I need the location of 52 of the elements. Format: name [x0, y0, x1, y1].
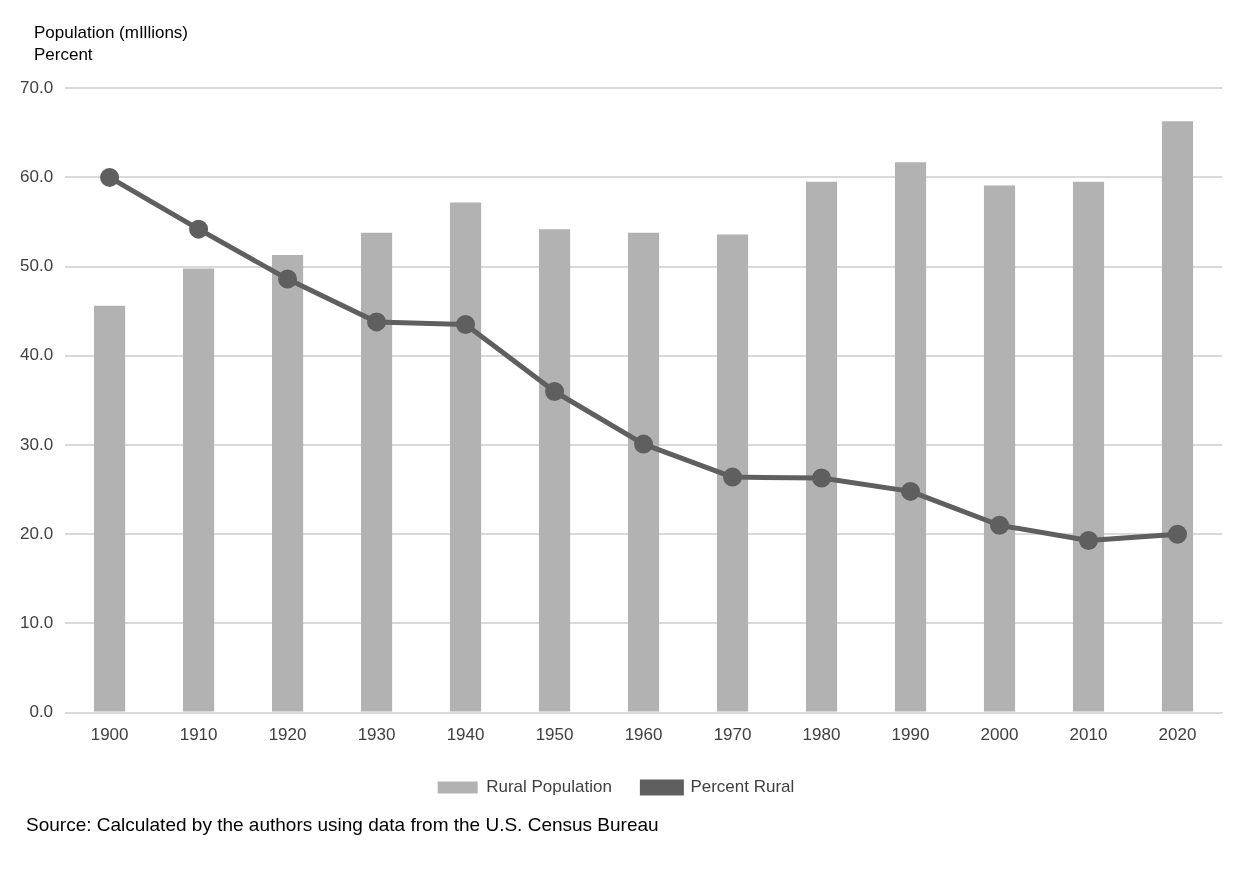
bar — [1072, 181, 1105, 712]
point — [901, 481, 921, 501]
x-tick-label: 2000 — [980, 725, 1019, 745]
y-tick-label: 70.0 — [19, 77, 54, 97]
y-axis-title: Population (mIllions) — [34, 22, 189, 44]
bar — [894, 162, 927, 712]
x-tick-label: 1960 — [624, 725, 663, 745]
x-tick-label: 1980 — [802, 725, 841, 745]
y-tick-label: 60.0 — [19, 167, 54, 187]
x-tick-label: 1910 — [179, 725, 218, 745]
point — [1168, 524, 1187, 544]
x-tick-label: 1950 — [535, 725, 574, 745]
point — [723, 467, 743, 487]
bar — [360, 232, 393, 712]
x-tick-label: 1970 — [713, 725, 752, 745]
y-tick-label: 10.0 — [19, 613, 54, 633]
source-note: Source: Calculated by the authors using data from the U.S. Census Bureau — [25, 814, 660, 836]
point — [100, 167, 120, 187]
point — [1079, 530, 1099, 550]
point — [278, 269, 298, 289]
y-tick-label: 40.0 — [19, 345, 54, 365]
point — [189, 219, 209, 239]
x-tick-label: 1990 — [891, 725, 930, 745]
legend-label: Rural Population — [486, 777, 612, 797]
bar — [272, 255, 304, 712]
x-tick-label: 1900 — [90, 725, 129, 745]
y-tick-label: 0.0 — [29, 702, 54, 722]
x-tick-label: 1940 — [446, 725, 485, 745]
point — [990, 515, 1010, 535]
bar — [449, 202, 482, 712]
y-tick-label: 30.0 — [19, 434, 54, 454]
bar — [983, 185, 1016, 712]
y-tick-label: 20.0 — [19, 523, 54, 543]
bar — [538, 229, 571, 712]
point — [634, 434, 654, 454]
bar — [627, 232, 660, 712]
x-tick-label: 1930 — [357, 725, 396, 745]
x-tick-label: 1920 — [268, 725, 307, 745]
y-tick-label: 50.0 — [19, 256, 54, 276]
bar — [94, 305, 126, 712]
point — [367, 312, 387, 332]
text: Percent — [34, 44, 94, 66]
bar — [1161, 121, 1194, 712]
point — [545, 381, 565, 401]
bar — [805, 181, 838, 712]
x-tick-label: 2010 — [1069, 725, 1108, 745]
point — [456, 315, 476, 335]
bar — [716, 234, 749, 712]
legend-label: Percent Rural — [690, 777, 795, 797]
x-tick-label: 2020 — [1158, 725, 1197, 745]
point — [812, 468, 832, 488]
bar — [183, 268, 215, 712]
